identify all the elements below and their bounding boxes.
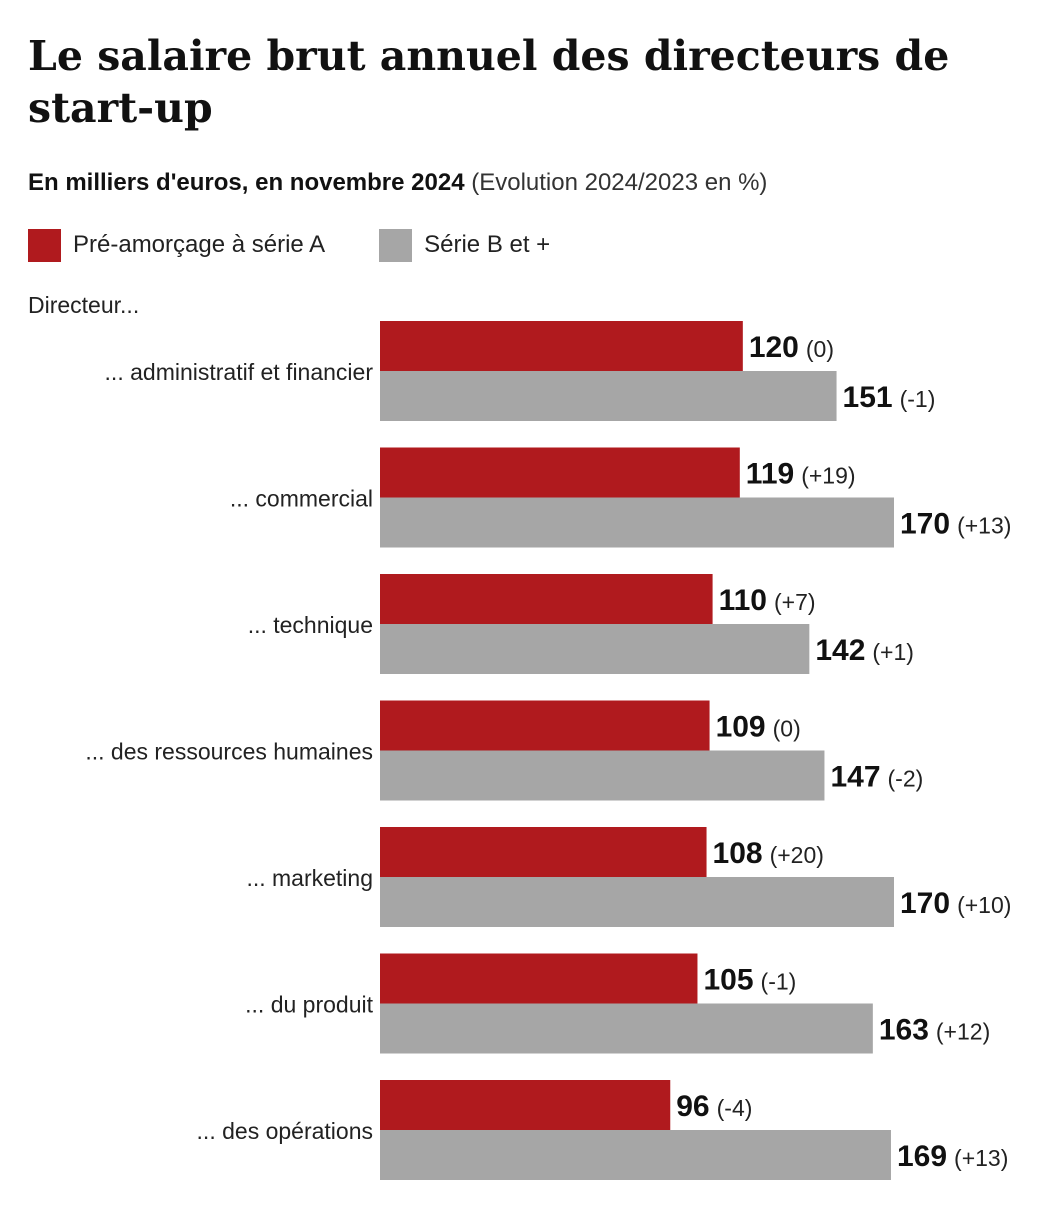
value-number: 142 xyxy=(815,634,865,667)
value-change: (+12) xyxy=(936,1019,990,1045)
value-number: 169 xyxy=(897,1140,947,1173)
chart-legend: Pré-amorçage à série A Série B et + xyxy=(28,228,604,262)
legend-item-series-b: Série B et + xyxy=(379,228,551,262)
value-change: (-2) xyxy=(888,766,924,792)
bar-series-a xyxy=(380,1080,671,1130)
bar-series-b xyxy=(380,1130,891,1180)
bar-series-b xyxy=(380,371,837,421)
category-label: ... marketing xyxy=(246,865,373,891)
chart-title: Le salaire brut annuel des directeurs de… xyxy=(28,32,950,132)
value-number: 105 xyxy=(703,964,753,997)
value-change: (+10) xyxy=(957,892,1011,918)
value-label-series-b: 142 (+1) xyxy=(815,634,914,667)
bar-series-a xyxy=(380,953,698,1004)
value-number: 147 xyxy=(830,761,880,794)
category-label: ... du produit xyxy=(245,992,373,1018)
value-change: (+7) xyxy=(774,589,816,615)
bar-series-b xyxy=(380,877,894,927)
value-label-series-b: 169 (+13) xyxy=(897,1140,1008,1173)
value-change: (+20) xyxy=(770,842,824,868)
chart-subtitle: En milliers d'euros, en novembre 2024 (E… xyxy=(28,168,767,198)
value-number: 120 xyxy=(749,331,799,364)
value-label-series-a: 109 (0) xyxy=(716,711,801,744)
bar-series-a xyxy=(380,700,710,751)
value-label-series-a: 119 (+19) xyxy=(746,458,856,491)
value-number: 109 xyxy=(716,711,766,744)
value-change: (+19) xyxy=(801,463,855,489)
category-label: ... des opérations xyxy=(197,1118,373,1144)
value-label-series-a: 110 (+7) xyxy=(719,584,816,617)
subtitle-evolution-note: (Evolution 2024/2023 en %) xyxy=(471,169,768,196)
bar-series-a xyxy=(380,827,707,877)
bar-series-a xyxy=(380,321,743,371)
value-change: (0) xyxy=(806,336,834,362)
category-label: ... technique xyxy=(248,612,373,638)
value-label-series-a: 120 (0) xyxy=(749,331,834,364)
value-change: (-4) xyxy=(717,1095,753,1121)
legend-swatch-series-b xyxy=(379,228,413,262)
value-number: 170 xyxy=(900,887,950,920)
value-label-series-b: 151 (-1) xyxy=(843,381,936,414)
value-label-series-b: 170 (+10) xyxy=(900,887,1011,920)
legend-label-series-a: Pré-amorçage à série A xyxy=(73,231,326,258)
value-number: 110 xyxy=(719,584,767,617)
category-axis-title: Directeur... xyxy=(28,292,140,318)
value-label-series-b: 147 (-2) xyxy=(830,761,923,794)
value-number: 170 xyxy=(900,508,950,541)
value-number: 108 xyxy=(713,837,763,870)
bar-series-b xyxy=(380,624,810,674)
bar-series-a xyxy=(380,447,740,498)
value-label-series-a: 105 (-1) xyxy=(703,964,796,997)
category-label: ... administratif et financier xyxy=(105,359,374,385)
category-label: ... des ressources humaines xyxy=(85,739,373,765)
bar-series-b xyxy=(380,750,825,801)
legend-swatch-series-a xyxy=(28,228,61,262)
bar-series-a xyxy=(380,574,713,624)
value-number: 151 xyxy=(843,381,893,414)
value-change: (+1) xyxy=(872,639,914,665)
value-number: 119 xyxy=(746,458,794,491)
category-label: ... commercial xyxy=(230,486,373,512)
value-change: (0) xyxy=(773,716,801,742)
value-change: (-1) xyxy=(900,386,936,412)
value-label-series-a: 108 (+20) xyxy=(713,837,824,870)
value-label-series-a: 96 (-4) xyxy=(676,1090,752,1123)
value-number: 96 xyxy=(676,1090,709,1123)
bar-series-b xyxy=(380,497,894,548)
value-change: (-1) xyxy=(761,969,797,995)
legend-item-series-a: Pré-amorçage à série A xyxy=(28,228,326,262)
value-change: (+13) xyxy=(954,1145,1008,1171)
legend-label-series-b: Série B et + xyxy=(424,231,551,258)
value-number: 163 xyxy=(879,1014,929,1047)
value-change: (+13) xyxy=(957,513,1011,539)
bar-series-b xyxy=(380,1003,873,1054)
subtitle-units: En milliers d'euros, en novembre 2024 xyxy=(28,169,465,196)
value-label-series-b: 163 (+12) xyxy=(879,1014,990,1047)
value-label-series-b: 170 (+13) xyxy=(900,508,1011,541)
